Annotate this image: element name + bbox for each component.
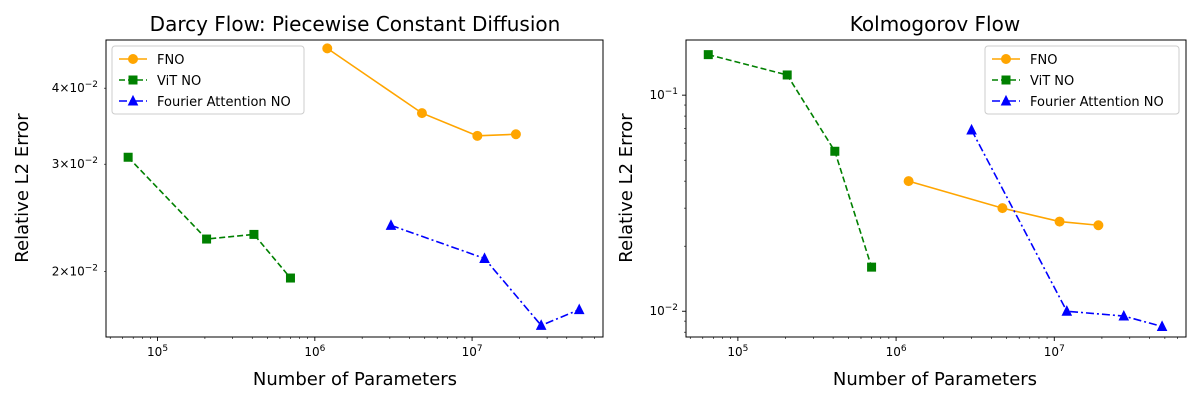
chart-darcy-x-tick-label: 107	[462, 344, 483, 359]
chart-darcy: Darcy Flow: Piecewise Constant Diffusion…	[12, 12, 604, 390]
chart-kolmogorov-legend-item-fno-label: FNO	[1030, 53, 1057, 68]
chart-kolmogorov-x-label: Number of Parameters	[833, 369, 1037, 390]
chart-darcy-title: Darcy Flow: Piecewise Constant Diffusion	[150, 12, 561, 36]
chart-kolmogorov-series-fno-line	[908, 180, 1099, 227]
chart-kolmogorov-x-tick-label: 107	[1044, 344, 1065, 359]
chart-kolmogorov-y-ticks: 10−2 10−1	[649, 87, 686, 333]
chart-darcy-series-fourier-attention-no-point-0	[385, 219, 397, 230]
chart-darcy-legend-item-fourier-attention-no-marker-point	[127, 94, 139, 106]
chart-darcy-y-ticks: 2×10−2 3×10−2 4×10−2	[52, 80, 106, 278]
chart-darcy-legend-item-vit-no: ViT NO	[119, 74, 201, 89]
chart-kolmogorov-legend-item-fourier-attention-no-marker-point	[1000, 94, 1012, 106]
chart-darcy-series-fno-point-3	[510, 129, 521, 140]
chart-darcy-legend-item-vit-no-label: ViT NO	[157, 74, 201, 89]
chart-kolmogorov-series-vit-no-line	[708, 53, 873, 268]
chart-darcy-series-fourier-attention-no	[385, 219, 585, 330]
chart-kolmogorov-legend-item-fno: FNO	[992, 53, 1057, 68]
chart-darcy-legend-item-fourier-attention-no-label: Fourier Attention NO	[157, 95, 291, 110]
chart-darcy-y-tick-label: 4×10−2	[52, 80, 98, 95]
chart-kolmogorov-legend-item-fourier-attention-no: Fourier Attention NO	[992, 94, 1164, 110]
chart-darcy-legend-item-fno-marker-point	[128, 54, 138, 64]
chart-darcy-series-fno	[322, 43, 521, 141]
chart-kolmogorov-legend-item-fourier-attention-no-label: Fourier Attention NO	[1030, 95, 1164, 110]
chart-darcy-series	[123, 43, 585, 330]
chart-kolmogorov-series-fourier-attention-no-point-0	[966, 123, 977, 135]
chart-kolmogorov-series-fno	[903, 176, 1104, 231]
chart-kolmogorov-series-fourier-attention-no-line	[970, 129, 1163, 328]
chart-kolmogorov-series-vit-no	[703, 50, 877, 272]
chart-darcy-series-fourier-attention-no-line	[390, 224, 580, 327]
chart-kolmogorov-legend-item-vit-no-label: ViT NO	[1030, 74, 1074, 89]
chart-kolmogorov-series-vit-no-point-1	[782, 70, 792, 80]
chart-kolmogorov-series-vit-no-point-3	[867, 262, 877, 272]
chart-kolmogorov-y-tick-label: 10−2	[649, 303, 678, 318]
chart-kolmogorov-x-tick-label: 106	[886, 344, 907, 359]
chart-darcy-y-label: Relative L2 Error	[12, 113, 33, 263]
chart-kolmogorov-series-fno-point-3	[1093, 220, 1104, 231]
chart-kolmogorov-legend-item-vit-no-marker-point	[1001, 75, 1011, 85]
chart-darcy-series-fno-point-1	[416, 108, 427, 119]
chart-darcy-series-fourier-attention-no-point-2	[535, 319, 547, 330]
chart-darcy-legend-item-fno: FNO	[119, 53, 184, 68]
chart-kolmogorov-series-fno-point-2	[1054, 216, 1065, 227]
chart-darcy-y-tick-label: 3×10−2	[52, 156, 98, 171]
chart-kolmogorov-y-label: Relative L2 Error	[616, 113, 637, 263]
chart-kolmogorov-x-tick-label: 105	[727, 344, 748, 359]
chart-kolmogorov-series-fourier-attention-no-point-2	[1118, 309, 1130, 321]
chart-kolmogorov-series-fourier-attention-no	[966, 123, 1168, 331]
chart-kolmogorov-series-vit-no-point-2	[830, 146, 840, 156]
chart-darcy-series-vit-no-line	[127, 156, 292, 279]
chart-darcy-series-fno-line	[326, 47, 516, 137]
chart-darcy-x-tick-label: 105	[147, 344, 168, 359]
chart-darcy-series-vit-no-point-0	[123, 152, 133, 162]
chart-kolmogorov-x-ticks: 105 106 107	[689, 337, 1178, 359]
chart-kolmogorov-legend-box	[984, 45, 1180, 115]
chart-kolmogorov-y-tick-label: 10−1	[649, 87, 678, 102]
chart-kolmogorov-series-vit-no-point-0	[703, 50, 713, 60]
chart-darcy-series-vit-no-point-1	[202, 234, 212, 244]
chart-darcy-series-fourier-attention-no-point-1	[479, 252, 490, 263]
chart-darcy-series-fourier-attention-no-point-3	[573, 303, 585, 315]
chart-darcy-legend: FNO ViT NO Fourier Attention NO	[111, 45, 305, 115]
chart-kolmogorov-series-fourier-attention-no-point-1	[1061, 305, 1073, 316]
chart-kolmogorov-series-fno-point-0	[903, 176, 914, 187]
chart-darcy-x-tick-label: 106	[304, 344, 325, 359]
chart-darcy-series-fno-point-2	[472, 130, 483, 141]
chart-darcy-legend-item-fno-label: FNO	[157, 53, 184, 68]
chart-kolmogorov-legend: FNO ViT NO Fourier Attention NO	[984, 45, 1180, 115]
chart-kolmogorov-legend-item-vit-no: ViT NO	[992, 74, 1074, 89]
chart-darcy-x-ticks: 105 106 107	[109, 337, 595, 359]
chart-darcy-legend-item-vit-no-marker-point	[128, 75, 138, 85]
chart-kolmogorov-title: Kolmogorov Flow	[850, 12, 1020, 36]
chart-darcy-series-vit-no-point-3	[285, 273, 295, 283]
chart-kolmogorov-series	[703, 50, 1168, 331]
chart-darcy-y-tick-label: 2×10−2	[52, 263, 98, 278]
chart-darcy-series-fno-point-0	[322, 43, 333, 54]
chart-kolmogorov-legend-item-fno-marker-point	[1001, 54, 1011, 64]
chart-kolmogorov: Kolmogorov Flow 105 106 107 10−2 10−1 Numbe…	[616, 12, 1187, 390]
chart-darcy-series-vit-no	[123, 152, 295, 283]
chart-darcy-x-label: Number of Parameters	[253, 369, 457, 390]
chart-kolmogorov-series-fno-point-1	[997, 203, 1008, 214]
chart-darcy-legend-box	[111, 45, 305, 115]
chart-darcy-series-vit-no-point-2	[249, 229, 259, 239]
chart-darcy-legend-item-fourier-attention-no: Fourier Attention NO	[119, 94, 291, 110]
chart-kolmogorov-series-fourier-attention-no-point-3	[1156, 320, 1168, 331]
